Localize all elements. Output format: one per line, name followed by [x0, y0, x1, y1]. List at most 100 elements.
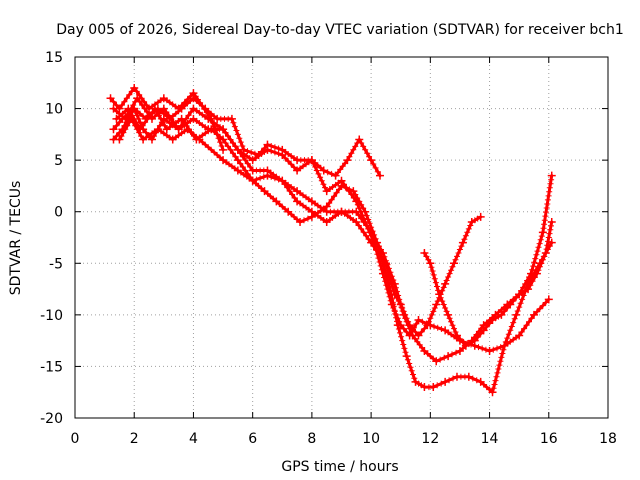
data-point	[284, 207, 293, 216]
data-point	[293, 156, 302, 165]
data-point	[162, 125, 171, 134]
y-tick-label: 15	[45, 50, 63, 66]
y-tick-label: -15	[40, 359, 63, 375]
data-point	[441, 377, 450, 386]
data-point	[541, 248, 550, 257]
data-point	[219, 145, 228, 154]
data-point	[538, 228, 547, 237]
data-point	[420, 383, 429, 392]
data-point	[112, 114, 121, 123]
data-point	[343, 156, 352, 165]
data-point	[488, 316, 497, 325]
data-point	[153, 125, 162, 134]
data-point	[458, 238, 467, 247]
data-point	[402, 352, 411, 361]
data-point	[296, 218, 305, 227]
data-point	[547, 171, 556, 180]
data-point	[355, 135, 364, 144]
series-track-7	[420, 218, 556, 350]
data-point	[512, 310, 521, 319]
data-point	[272, 197, 281, 206]
x-tick-label: 16	[540, 431, 558, 447]
data-point	[476, 212, 485, 221]
data-point	[352, 207, 361, 216]
data-point	[485, 346, 494, 355]
data-point	[476, 377, 485, 386]
data-point	[293, 197, 302, 206]
plot-frame	[74, 56, 609, 419]
y-tick-label: 0	[54, 205, 63, 221]
data-point	[307, 156, 316, 165]
data-point	[414, 331, 423, 340]
data-point	[133, 94, 142, 103]
x-tick-label: 10	[362, 431, 380, 447]
data-point	[420, 248, 429, 257]
data-point	[233, 156, 242, 165]
data-point	[207, 125, 216, 134]
data-point	[278, 176, 287, 185]
data-point	[278, 150, 287, 159]
data-point	[319, 166, 328, 175]
x-tick-label: 14	[481, 431, 499, 447]
data-point	[150, 104, 159, 113]
data-point	[352, 218, 361, 227]
data-point	[375, 171, 384, 180]
data-point	[432, 300, 441, 309]
data-point	[432, 357, 441, 366]
data-point	[307, 212, 316, 221]
data-point	[124, 104, 133, 113]
data-point	[455, 346, 464, 355]
data-point	[506, 300, 515, 309]
data-point	[467, 218, 476, 227]
data-point	[219, 125, 228, 134]
data-point	[426, 259, 435, 268]
data-point	[367, 238, 376, 247]
data-point	[189, 94, 198, 103]
data-point	[159, 104, 168, 113]
data-point	[470, 336, 479, 345]
x-tick-label: 8	[307, 431, 316, 447]
data-point	[452, 372, 461, 381]
data-point	[515, 290, 524, 299]
data-point	[139, 135, 148, 144]
data-point	[233, 166, 242, 175]
data-point	[233, 145, 242, 154]
x-tick-label: 0	[71, 431, 80, 447]
data-point	[127, 114, 136, 123]
data-point	[393, 321, 402, 330]
data-point	[544, 295, 553, 304]
data-point	[159, 94, 168, 103]
data-point	[381, 259, 390, 268]
data-point	[488, 388, 497, 397]
data-point	[435, 290, 444, 299]
data-point	[189, 114, 198, 123]
data-point	[450, 259, 459, 268]
data-point	[263, 171, 272, 180]
data-point	[390, 290, 399, 299]
data-point	[497, 310, 506, 319]
series-track-6	[115, 114, 485, 340]
x-tick-label: 18	[599, 431, 617, 447]
data-point	[177, 114, 186, 123]
data-point	[429, 383, 438, 392]
data-point	[529, 310, 538, 319]
data-point	[515, 331, 524, 340]
data-point	[147, 135, 156, 144]
data-point	[361, 207, 370, 216]
data-point	[177, 104, 186, 113]
data-point	[500, 341, 509, 350]
data-point	[444, 310, 453, 319]
data-point	[464, 372, 473, 381]
data-point	[452, 331, 461, 340]
data-point	[423, 321, 432, 330]
data-point	[532, 269, 541, 278]
data-point	[461, 341, 470, 350]
data-point	[396, 300, 405, 309]
axes: 0 2 4 6 8 10 12 14 16 18 15 10 5 0 -5 -10 -15 -20	[40, 50, 617, 447]
y-tick-label: -10	[40, 308, 63, 324]
data-point	[201, 104, 210, 113]
data-point	[183, 125, 192, 134]
data-point	[248, 176, 257, 185]
data-point	[414, 316, 423, 325]
